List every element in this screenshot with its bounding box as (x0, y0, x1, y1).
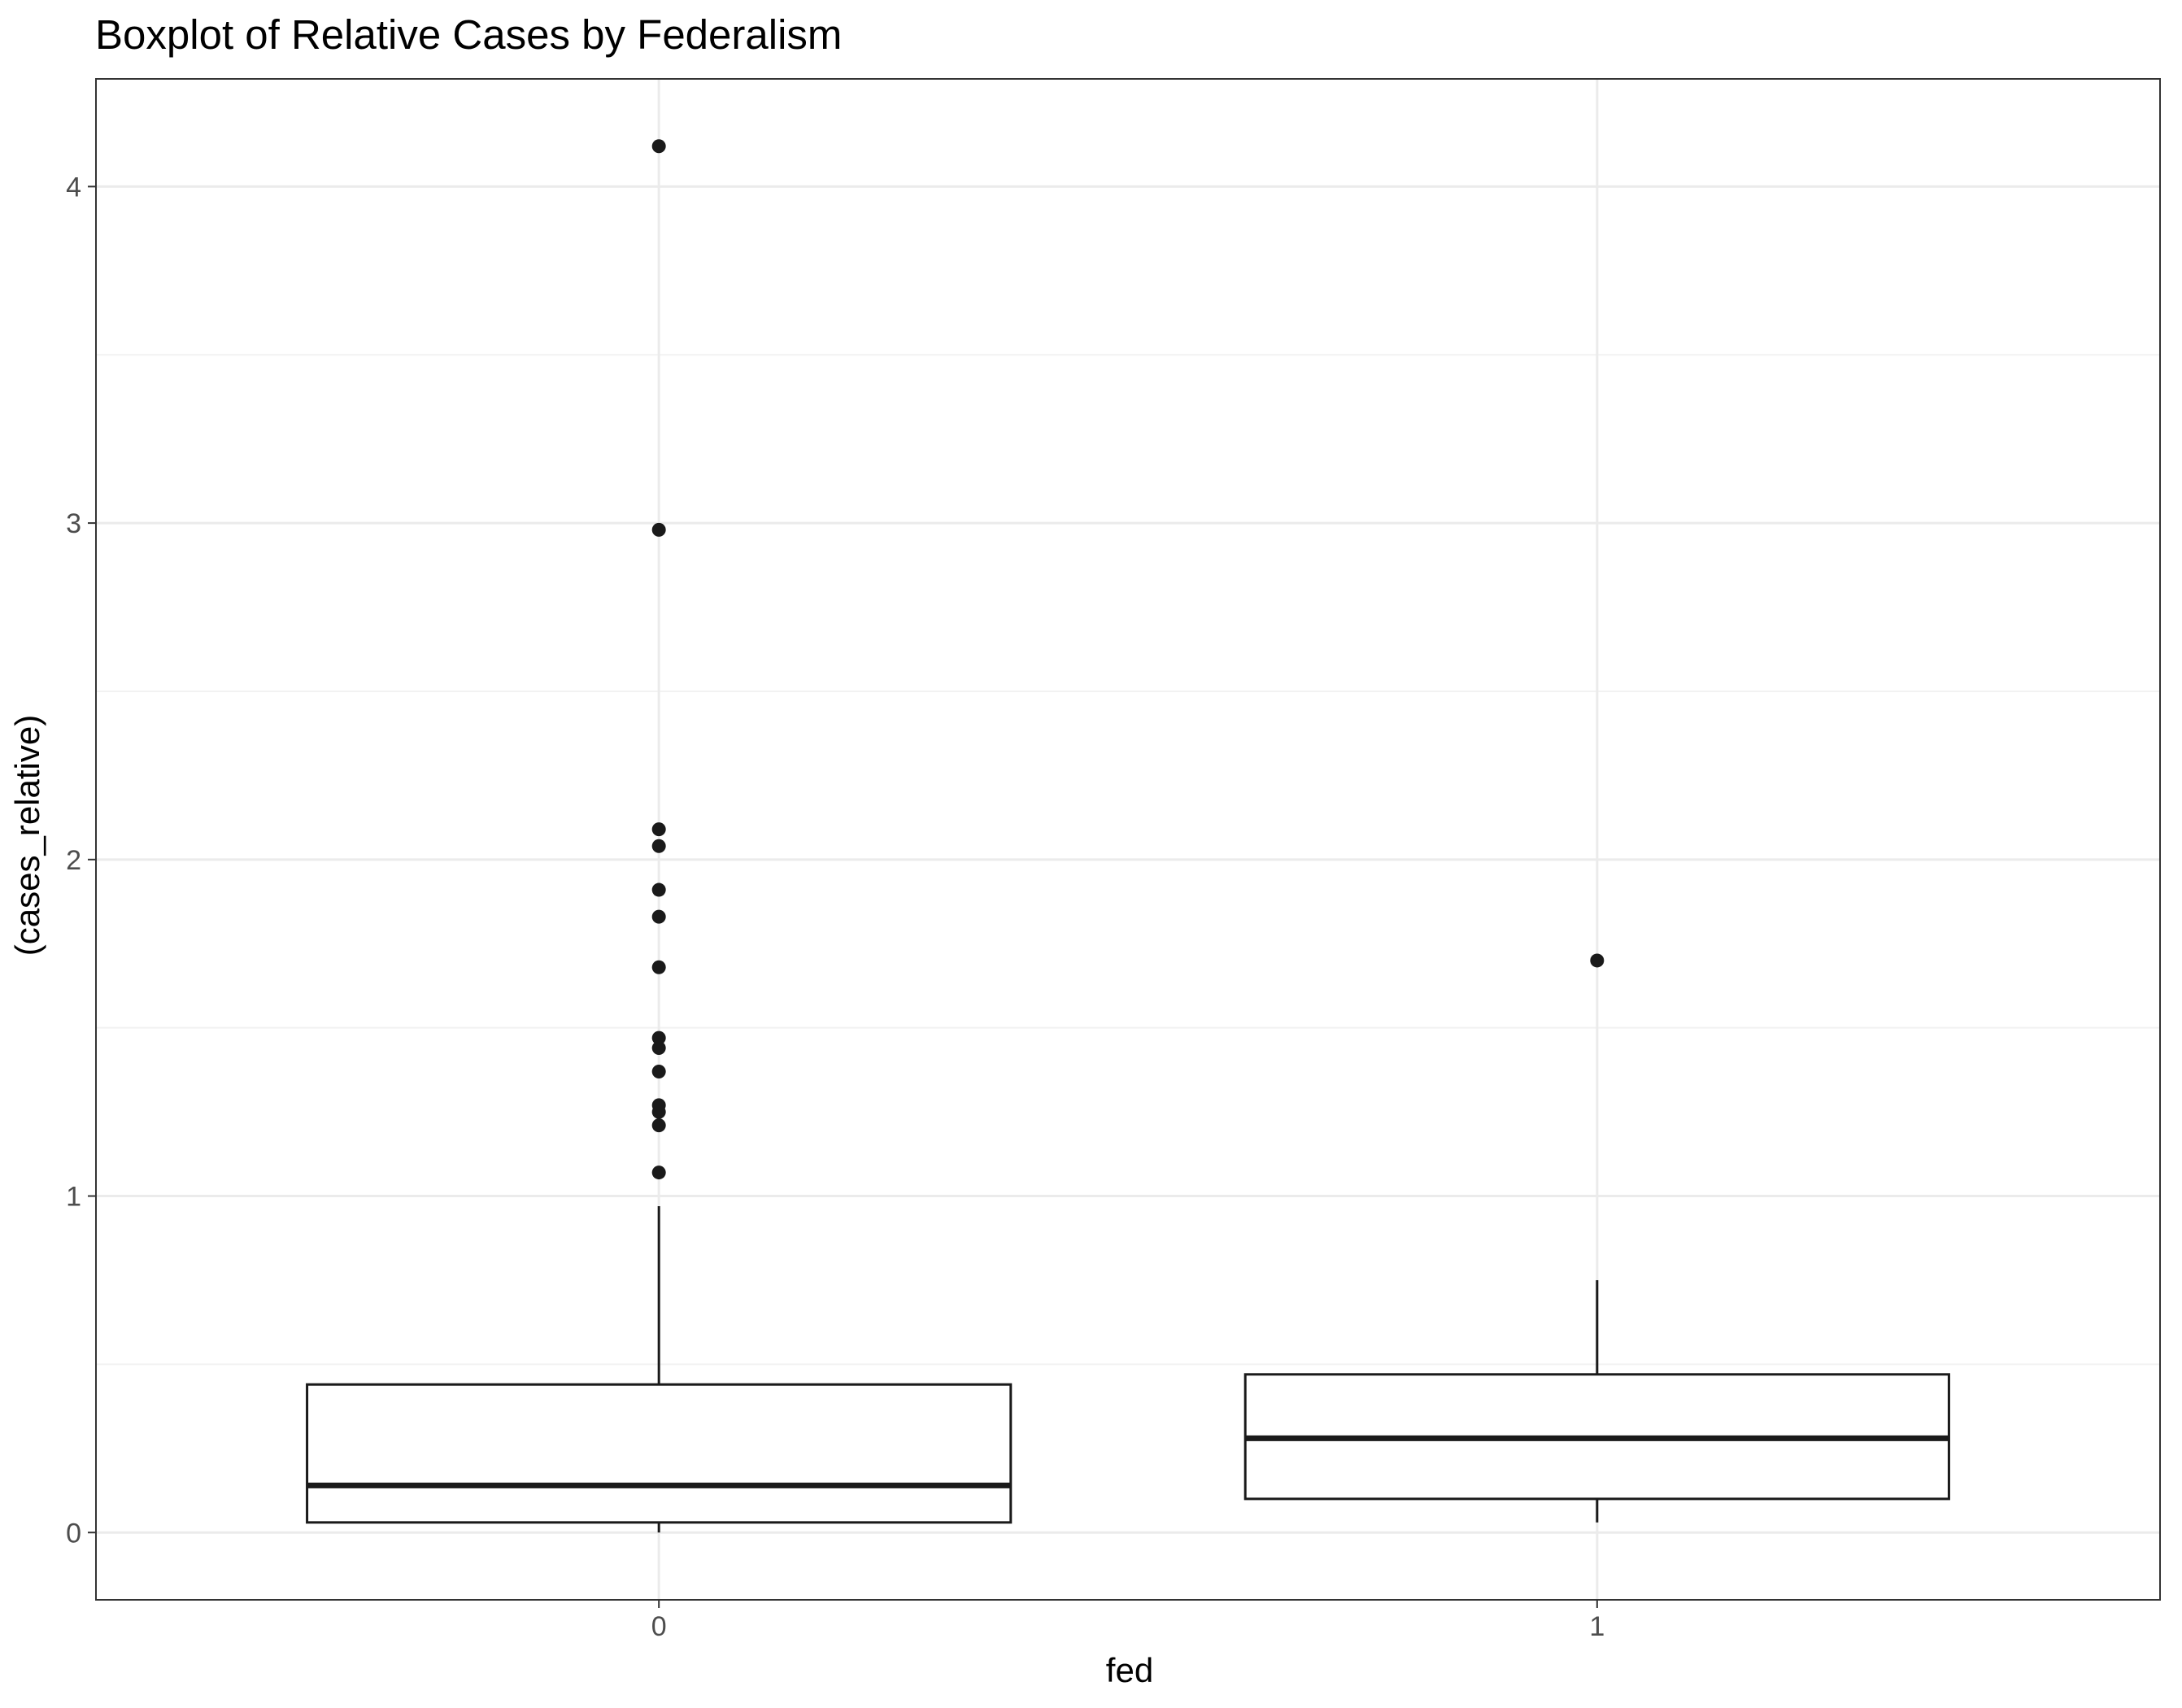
chart-title: Boxplot of Relative Cases by Federalism (95, 11, 842, 58)
box-group-0 (306, 1205, 1013, 1533)
outlier-point (651, 960, 666, 974)
boxes-layer (306, 1205, 1950, 1533)
y-tick-label: 1 (66, 1182, 81, 1213)
box-group-1 (1243, 1279, 1950, 1523)
outlier-point (651, 1098, 666, 1113)
y-tick-label: 0 (66, 1518, 81, 1549)
y-axis: 0 1 2 3 4 (66, 172, 96, 1549)
x-axis-title: fed (1106, 1651, 1153, 1689)
outliers-layer (651, 139, 1605, 1180)
outlier-point (651, 1041, 666, 1056)
outlier-point (651, 822, 666, 837)
x-tick-label: 0 (651, 1611, 667, 1642)
outlier-point (651, 1030, 666, 1045)
y-axis-title: (cases_relative) (8, 715, 46, 956)
outlier-point (651, 1118, 666, 1133)
outlier-point (651, 1166, 666, 1180)
y-tick-label: 3 (66, 508, 81, 539)
x-tick-label: 1 (1589, 1611, 1605, 1642)
outlier-point (651, 839, 666, 853)
y-tick-label: 2 (66, 845, 81, 876)
grid-lines (96, 79, 2160, 1600)
outlier-point (651, 139, 666, 154)
box (306, 1383, 1013, 1524)
outlier-point (651, 522, 666, 537)
panel-border (95, 78, 2161, 1601)
outlier-point (651, 882, 666, 897)
y-tick-label: 4 (66, 172, 81, 203)
outlier-point (1590, 953, 1605, 968)
outlier-point (651, 1064, 666, 1078)
outlier-point (651, 909, 666, 924)
